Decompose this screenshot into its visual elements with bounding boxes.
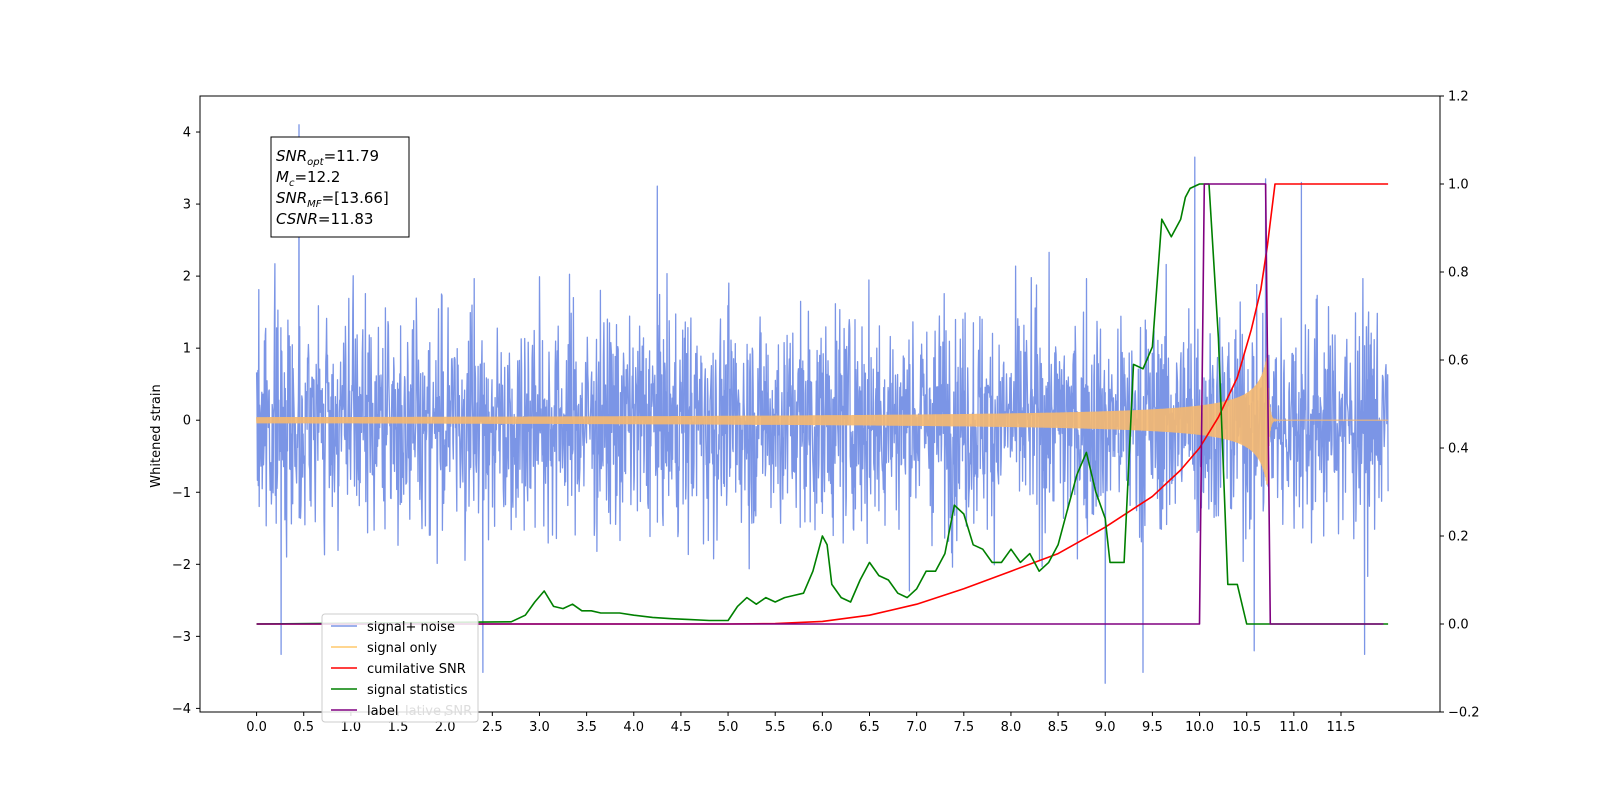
x-tick-label: 7.0 (906, 720, 927, 735)
x-tick-label: 1.5 (388, 720, 409, 735)
x-tick-label: 1.0 (341, 720, 362, 735)
x-tick-label: 3.5 (576, 720, 597, 735)
x-tick-label: 10.0 (1185, 720, 1214, 735)
y-tick-label: 3 (183, 198, 191, 213)
y-tick-label: −2 (172, 558, 191, 573)
x-tick-label: 9.0 (1095, 720, 1116, 735)
series-label (256, 183, 1384, 625)
x-tick-label: 4.5 (671, 720, 692, 735)
legend-label: signal statistics (367, 683, 468, 698)
series-signal-statistics (256, 183, 1389, 625)
y2-tick-label: 0.8 (1448, 266, 1469, 281)
legend-label: signal only (367, 641, 437, 656)
x-tick-label: 11.5 (1327, 720, 1356, 735)
legend-label: cumilative SNR (367, 662, 466, 677)
y2-tick-label: 1.2 (1448, 90, 1469, 105)
legend-overlapped-text: lative SNR (405, 704, 472, 719)
x-tick-label: 5.5 (765, 720, 786, 735)
y2-tick-label: −0.2 (1448, 706, 1480, 721)
annotation-line: SNRopt=11.79 (276, 147, 379, 168)
x-tick-label: 5.0 (718, 720, 739, 735)
legend-label: label (367, 704, 398, 719)
x-tick-label: 6.0 (812, 720, 833, 735)
annotation-line: Mc=12.2 (276, 168, 340, 189)
axes-layer: 0.0 0.5 1.0 1.5 2.0 2.5 3.0 3.5 4.0 4.5 5.0 5.5 6.0 6… (172, 90, 1480, 736)
y-axis-label: Whitened strain (149, 384, 164, 487)
series-signal-only (256, 353, 1389, 485)
legend-frame (321, 613, 479, 723)
x-tick-label: 3.0 (529, 720, 550, 735)
x-tick-label: 9.5 (1142, 720, 1163, 735)
x-tick-label: 11.0 (1279, 720, 1308, 735)
y2-tick-label: 0.0 (1448, 618, 1469, 633)
legend: signal+ noise signal only cumilative SNR si… (321, 613, 479, 723)
x-tick-label: 7.5 (953, 720, 974, 735)
x-tick-label: 0.5 (293, 720, 314, 735)
x-tick-label: 6.5 (859, 720, 880, 735)
x-tick-label: 8.0 (1001, 720, 1022, 735)
x-tick-label: 2.0 (435, 720, 456, 735)
annotation-box: SNRopt=11.79Mc=12.2SNRMF=[13.66]CSNR=11.… (270, 136, 410, 238)
x-tick-label: 2.5 (482, 720, 503, 735)
series-layer (255, 124, 1389, 684)
x-tick-label: 4.0 (623, 720, 644, 735)
y-tick-label: 4 (183, 126, 191, 141)
y-tick-label: 1 (183, 342, 191, 357)
y-tick-label: −1 (172, 486, 191, 501)
y-tick-label: −3 (172, 630, 191, 645)
x-tick-label: 8.5 (1048, 720, 1069, 735)
series-cumulative-snr (256, 183, 1389, 625)
y2-tick-label: 0.2 (1448, 530, 1469, 545)
y2-tick-label: 1.0 (1448, 178, 1469, 193)
y-tick-label: 2 (183, 270, 191, 285)
plot-frame (199, 95, 1441, 713)
x-tick-label: 0.0 (246, 720, 267, 735)
x-tick-label: 10.5 (1232, 720, 1261, 735)
y2-tick-label: 0.6 (1448, 354, 1469, 369)
y-tick-label: −4 (172, 702, 191, 717)
annotation-line: CSNR=11.83 (276, 210, 373, 228)
annotation-frame (270, 136, 410, 238)
legend-label: signal+ noise (367, 620, 455, 635)
y2-tick-label: 0.4 (1448, 442, 1469, 457)
annotation-line: SNRMF=[13.66] (276, 189, 389, 210)
y-tick-label: 0 (183, 414, 191, 429)
